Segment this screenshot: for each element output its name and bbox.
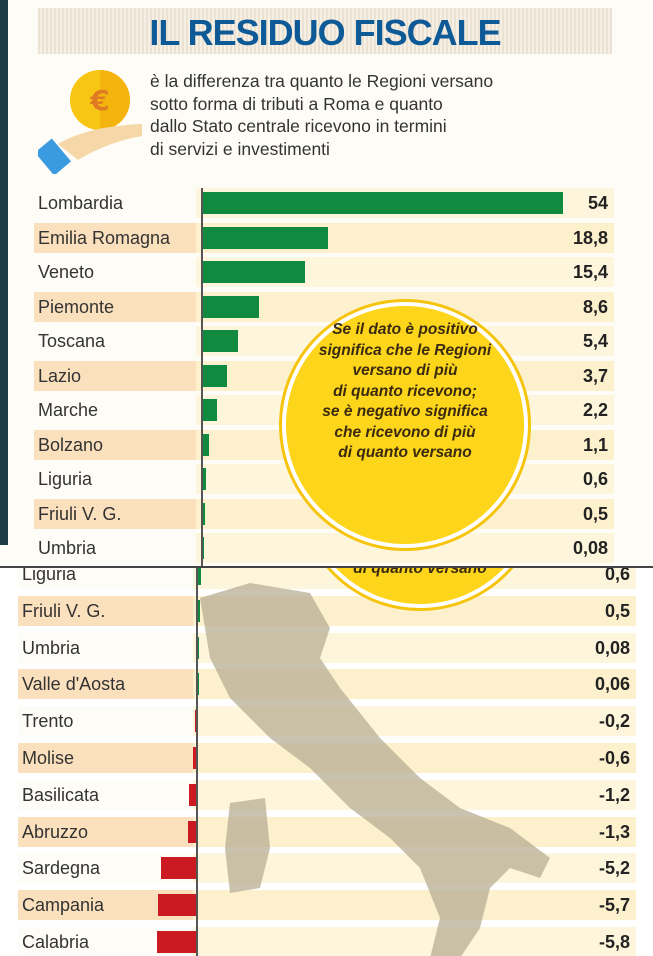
region-label: Umbria (38, 538, 97, 558)
svg-text:€: € (89, 84, 109, 117)
bar-sardegna (161, 857, 197, 880)
table-row (34, 257, 614, 287)
bar-calabria (156, 931, 197, 953)
description-line: sotto forma di tributi a Roma e quanto (150, 93, 443, 114)
value-label: -5,7 (598, 895, 630, 916)
value-label: 0,08 (594, 637, 630, 658)
table-row (18, 816, 636, 847)
value-label: 2,2 (582, 400, 608, 420)
background-strip (0, 0, 8, 545)
value-label: 54 (587, 193, 608, 213)
bar-abruzzo (188, 820, 197, 843)
value-label: 8,6 (582, 296, 608, 317)
bar-molise (192, 747, 197, 769)
title-bar: IL RESIDUO FISCALE (38, 8, 612, 54)
region-label: Lombardia (38, 193, 124, 213)
value-label: 0,5 (582, 503, 608, 524)
table-row (18, 595, 636, 626)
region-label: Liguria (38, 469, 93, 489)
region-label: Friuli V. G. (38, 503, 122, 524)
bar-bolzano (202, 433, 210, 456)
region-label: Calabria (22, 932, 90, 952)
note-line: Se il dato è positivo (332, 321, 478, 338)
region-label: Emilia Romagna (38, 227, 171, 248)
region-label: Trento (22, 711, 74, 732)
value-label: -5,8 (598, 932, 630, 952)
region-label: Valle d'Aosta (22, 674, 126, 695)
value-label: 0,06 (594, 674, 630, 695)
region-label: Bolzano (38, 434, 104, 455)
zero-axis (196, 568, 198, 956)
bar-basilicata (188, 783, 197, 806)
region-label: Basilicata (22, 784, 100, 805)
note-line: di quanto versano (338, 444, 472, 461)
value-label: 5,4 (582, 331, 608, 351)
bar-friuli-v-g- (202, 502, 206, 525)
top-screenshot: IL RESIDUO FISCALE € è la differenza tra… (0, 0, 614, 566)
region-label: Abruzzo (22, 821, 89, 842)
bar-campania (157, 894, 197, 917)
bar-lombardia (202, 192, 563, 214)
zero-axis (201, 188, 203, 566)
value-label: -0,6 (598, 748, 630, 768)
description-line: è la differenza tra quanto le Regioni ve… (150, 71, 494, 91)
description-line: di servizi e investimenti (150, 138, 330, 159)
region-label: Sardegna (22, 858, 101, 879)
value-label: -1,3 (598, 821, 630, 842)
note-line: se è negativo significa (322, 403, 488, 420)
bar-umbria (197, 636, 199, 659)
italy-map (200, 583, 550, 956)
value-label: 15,4 (572, 262, 608, 282)
bar-emilia-romagna (202, 226, 328, 249)
note-line: significa che le Regioni (318, 341, 492, 359)
value-label: 18,8 (572, 227, 608, 248)
region-label: Molise (22, 748, 75, 768)
value-label: -1,2 (598, 784, 630, 805)
value-label: -5,2 (598, 858, 630, 879)
bar-toscana (202, 330, 239, 352)
bar-liguria (202, 468, 206, 490)
region-label: Liguria (22, 566, 77, 584)
bar-umbria (202, 537, 204, 559)
coin-hand-icon: € (38, 70, 142, 174)
bar-friuli-v-g- (197, 599, 201, 622)
value-label: 0,5 (604, 600, 630, 621)
region-label: Toscana (38, 331, 106, 351)
table-row (18, 632, 636, 663)
table-row (18, 927, 636, 956)
note-bubble (282, 302, 528, 548)
region-label: Marche (38, 400, 99, 420)
note-text: Se il dato è positivo significa che le R… (300, 320, 510, 464)
chart-title: IL RESIDUO FISCALE (149, 12, 501, 53)
bar-liguria (197, 568, 202, 585)
note-partial: di quanto versano (353, 566, 487, 577)
bar-piemonte (202, 295, 260, 318)
region-label: Lazio (38, 365, 82, 386)
description: è la differenza tra quanto le Regioni ve… (150, 70, 570, 160)
value-label: 3,7 (582, 365, 608, 386)
bottom-screenshot: Liguria 0,6 Friuli V. G. 0,5 Umbria 0,08 Valle… (0, 566, 653, 956)
region-label: Piemonte (38, 296, 115, 317)
region-label: Veneto (38, 262, 95, 282)
note-line: di quanto ricevono; (333, 382, 477, 400)
bar-valle-d-aosta (197, 673, 199, 696)
region-label: Campania (22, 895, 105, 916)
value-label: -0,2 (598, 711, 630, 732)
description-line: dallo Stato centrale ricevono in termini (150, 116, 447, 136)
value-label: 1,1 (582, 434, 608, 455)
value-label: 0,6 (604, 566, 630, 584)
bar-veneto (202, 261, 305, 283)
table-row (34, 291, 614, 322)
region-label: Friuli V. G. (22, 600, 106, 621)
bar-lazio (202, 364, 227, 387)
region-label: Umbria (22, 637, 81, 658)
value-label: 0,6 (582, 469, 608, 489)
table-row (18, 890, 636, 921)
note-line: versano di più (352, 362, 458, 379)
bar-marche (202, 399, 217, 421)
value-label: 0,08 (572, 538, 608, 558)
table-row (34, 533, 614, 563)
note-line: che ricevono di più (334, 423, 476, 441)
